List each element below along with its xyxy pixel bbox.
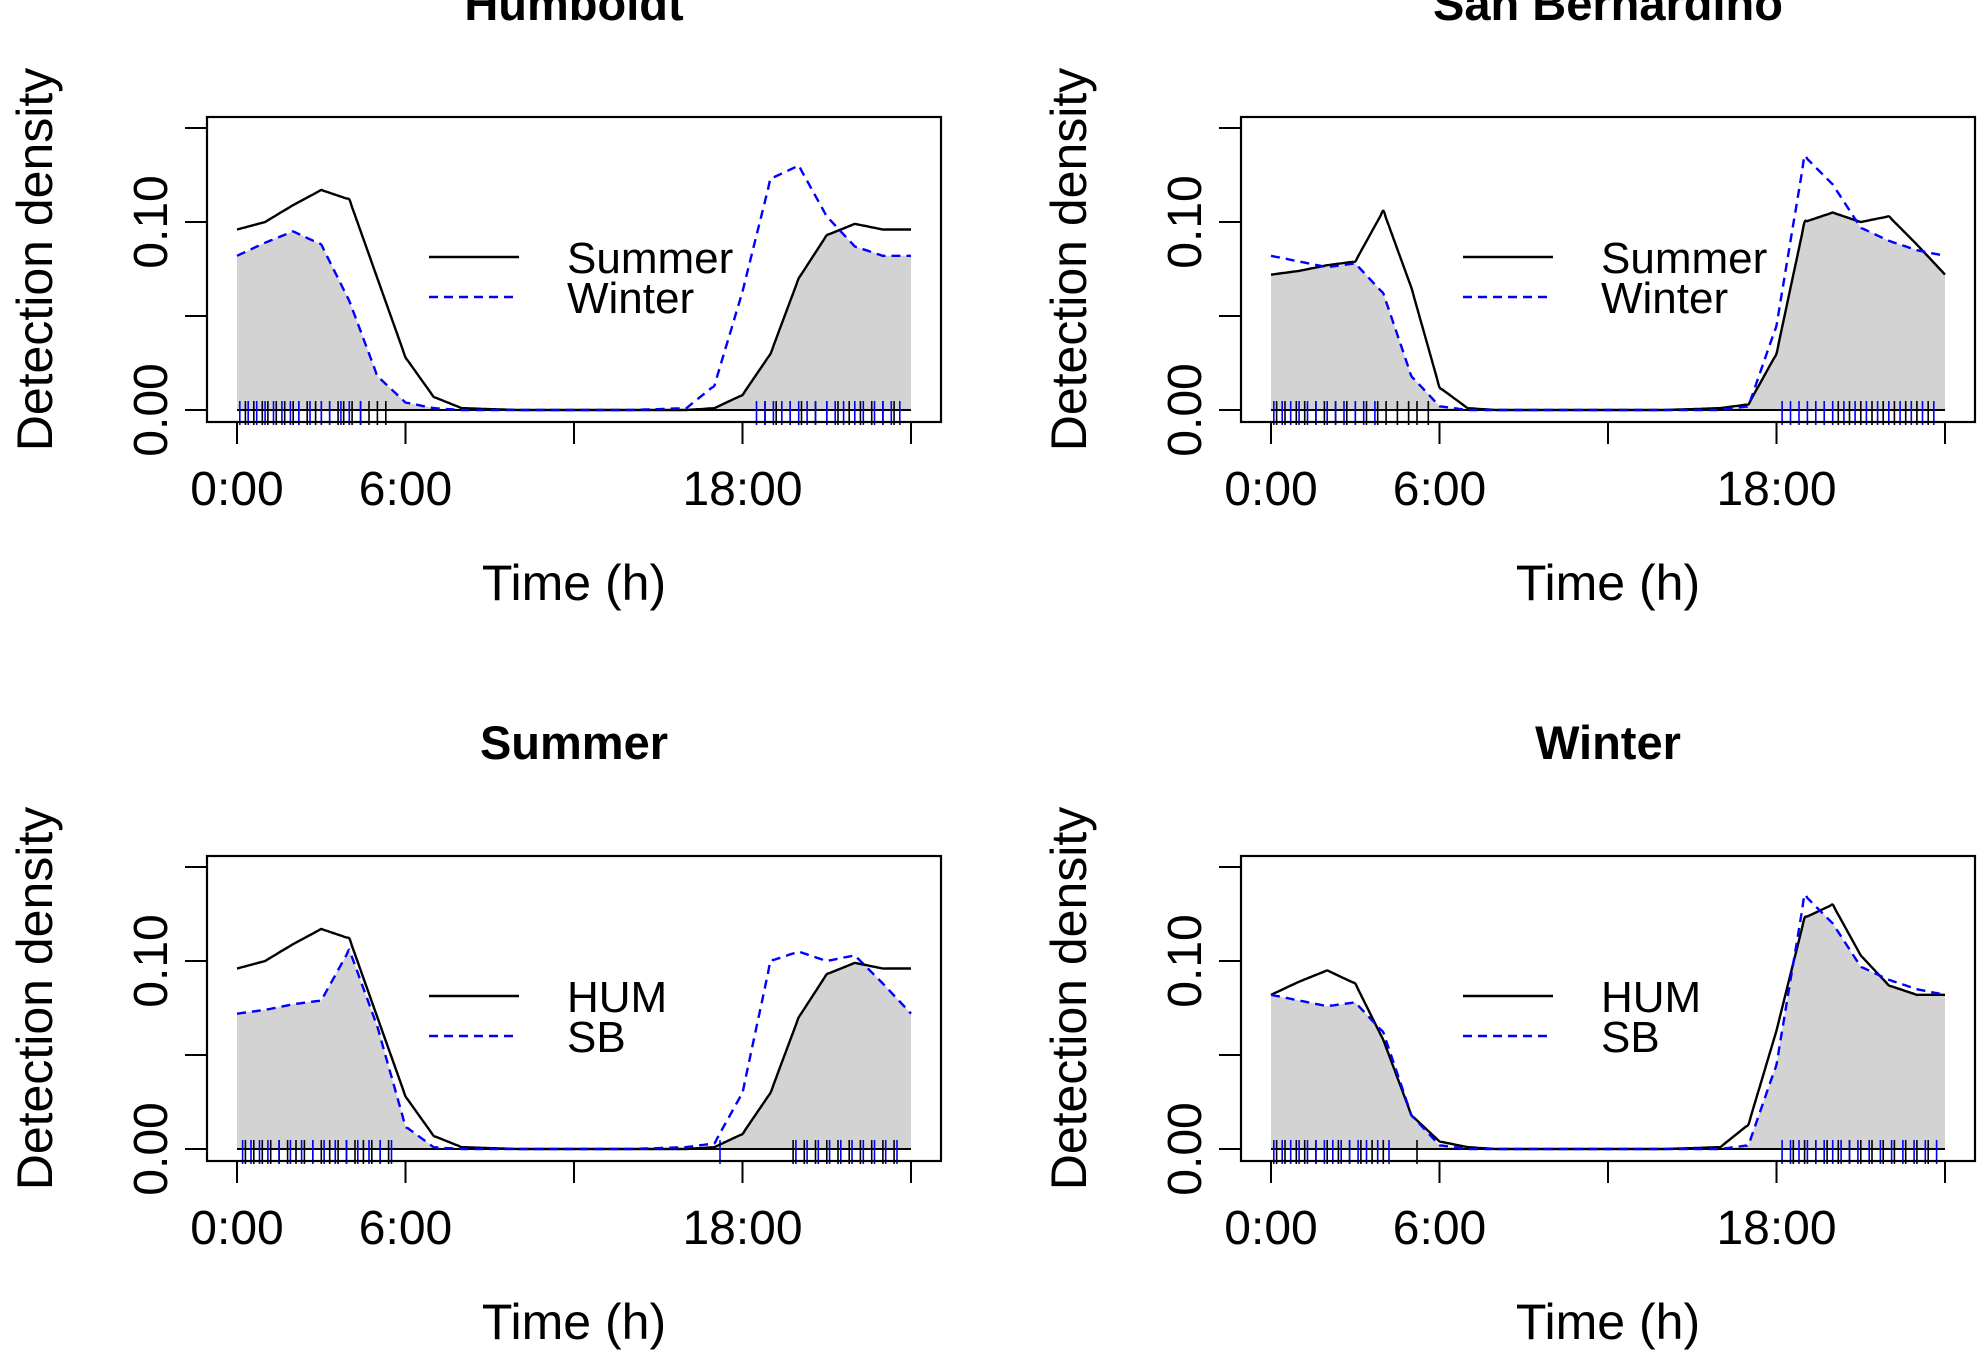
y-tick-label: 0.00 [1159,1102,1212,1195]
chart-title: Winter [1535,716,1681,769]
legend-label-sb: SB [567,1013,626,1062]
x-tick-label: 18:00 [1716,463,1836,516]
overlap-area [1271,911,1945,1149]
y-tick-label: 0.00 [125,363,178,456]
series-line-winter [1270,154,1946,412]
y-tick-label: 0.00 [125,1102,178,1195]
y-axis-label: Detection density [1041,807,1097,1191]
chart-panel-4: Winter 0:00 6:00 18:00 0.00 0.10 Time (h) Detec… [1041,716,1977,1350]
overlap-area [237,230,911,410]
x-axis-label: Time (h) [482,1294,666,1350]
legend-label-winter: Winter [567,274,694,323]
y-tick-label: 0.00 [1159,363,1212,456]
series-line-hum [236,927,911,1151]
y-tick-label: 0.10 [125,175,178,268]
x-axis-label: Time (h) [1516,1294,1700,1350]
legend-label-summer: Summer [567,234,733,283]
x-tick-label: 6:00 [1393,463,1486,516]
y-tick-label: 0.10 [1159,175,1212,268]
x-axis-label: Time (h) [482,555,666,611]
series-line-sb [1270,893,1946,1151]
legend-label-hum: HUM [567,973,667,1022]
legend-label-sb: SB [1601,1013,1660,1062]
chart-title: Humboldt [464,0,684,30]
overlap-area [237,949,911,1149]
y-axis-label: Detection density [7,807,63,1191]
overlap-area [1271,212,1945,410]
x-tick-label: 6:00 [359,1202,452,1255]
x-tick-label: 0:00 [190,463,283,516]
legend-label-winter: Winter [1601,274,1728,323]
x-tick-label: 6:00 [1393,1202,1486,1255]
x-tick-label: 18:00 [1716,1202,1836,1255]
x-tick-label: 18:00 [682,1202,802,1255]
y-tick-label: 0.10 [125,914,178,1007]
x-tick-label: 18:00 [682,463,802,516]
chart-panel-2: San Bernardino 0:00 6:00 18:00 0.00 0.10 Time … [1041,0,1977,611]
x-tick-label: 0:00 [1224,1202,1317,1255]
y-axis-label: Detection density [7,68,63,452]
series-line-sb [236,948,912,1151]
y-axis-label: Detection density [1041,68,1097,452]
chart-title: San Bernardino [1433,0,1783,30]
legend-label-hum: HUM [1601,973,1701,1022]
x-axis-label: Time (h) [1516,555,1700,611]
chart-panel-3: Summer 0:00 6:00 18:00 0.00 0.10 Time (h) Detec… [7,716,943,1350]
y-tick-label: 0.10 [1159,914,1212,1007]
legend-label-summer: Summer [1601,234,1767,283]
x-tick-label: 0:00 [1224,463,1317,516]
chart-title: Summer [480,716,668,769]
x-tick-label: 0:00 [190,1202,283,1255]
series-line-winter [236,164,911,412]
x-tick-label: 6:00 [359,463,452,516]
chart-panel-1: Humboldt 0:00 6:00 18:00 0.00 0.10 Time (h) Det… [7,0,943,611]
